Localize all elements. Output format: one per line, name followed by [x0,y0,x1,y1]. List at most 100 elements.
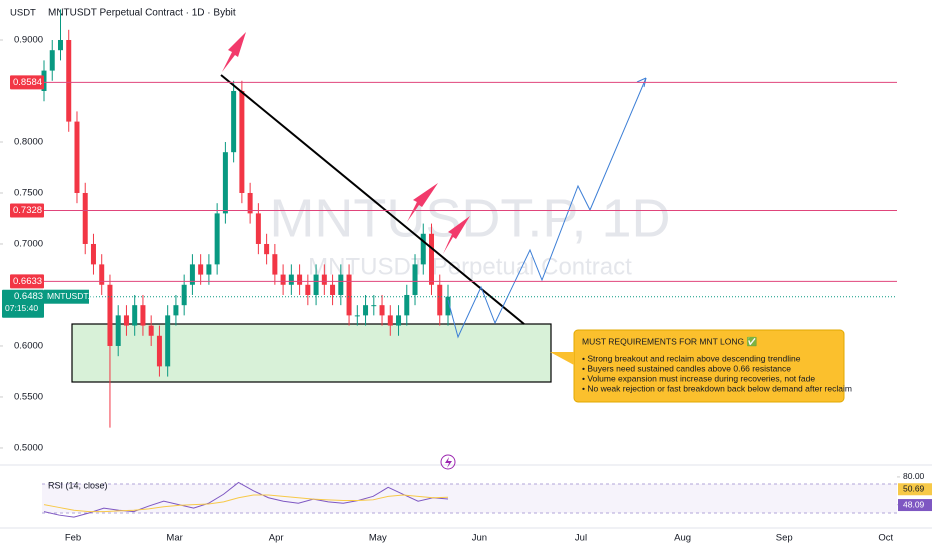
countdown: 07:15:40 [5,303,38,313]
candle-body [437,284,443,316]
level-tag [10,274,44,289]
arrow [222,32,246,72]
candle-body [264,243,270,255]
candle-body [404,294,410,316]
candle-body [74,121,80,193]
watermark: MNTUSDT.P, 1D [269,188,670,248]
candle-body [140,305,146,326]
rsi-line [43,481,449,518]
symbol-tag [44,289,89,304]
y-tick-label: 0.5000 [14,442,43,453]
candle-body [412,264,418,295]
candle-body [445,296,451,316]
arrow [443,216,470,254]
candle-body [90,243,96,265]
candle-body [420,233,426,265]
arrow [407,183,438,222]
note-box [573,329,845,403]
rsi-band [42,484,897,513]
candle-body [132,305,138,326]
candle-body [99,264,105,285]
candle-body [346,274,352,316]
candle-body [156,335,162,367]
candle-body [379,305,385,316]
y-tick-label: 0.7000 [14,238,43,249]
x-tick-label: Jun [472,533,487,544]
note: MUST REQUIREMENTS FOR MNT LONG ✅ • Stron… [550,329,852,403]
rsi-line [43,494,449,513]
candle-body [57,39,63,51]
note-title: MUST REQUIREMENTS FOR MNT LONG ✅ [582,336,758,346]
level-label: 0.7328 [13,205,42,216]
candle-body [189,264,195,285]
candle-body [82,192,88,244]
candle-body [66,39,72,122]
candle-body [338,274,344,295]
candle-body [123,315,129,326]
rsi-value-tag [898,499,932,512]
candle-body [305,284,311,295]
y-tick-label: 0.7500 [14,187,43,198]
event-icon [440,454,456,470]
candle-body [321,274,327,285]
candle-body [313,274,319,295]
candle-body [396,315,402,326]
y-tick-label: 0.8000 [14,137,43,148]
candle-body [231,90,237,153]
candle-body [363,305,369,316]
x-tick-label: May [369,533,387,544]
watermark-subtitle: MNTUSDT Perpetual Contract [308,253,632,280]
candle-body [280,274,286,285]
arrows [222,32,470,254]
rsi-value-tag [898,483,932,496]
candle-body [371,305,377,307]
candle-body [222,152,228,214]
x-tick-label: Jul [575,533,587,544]
candle-body [49,50,55,71]
x-tick-label: Aug [674,533,691,544]
rsi-title: RSI (14, close) [48,480,108,490]
candle-body [165,315,171,367]
y-tick-label: 0.9000 [14,35,43,46]
x-tick-label: Oct [878,533,893,544]
level-tag [10,203,44,218]
level-label: 0.6633 [13,276,42,287]
y-tick-label: 0.5500 [14,391,43,402]
symbol-label: MNTUSDT.P [47,291,96,301]
demand-zone [71,323,552,383]
last-price-label: 0.6483 [14,291,43,302]
candle-body [148,325,154,336]
note-bullet: • Strong breakout and reclaim above desc… [582,353,801,363]
last-price-tag [2,289,44,318]
note-bullet: • No weak rejection or fast breakdown ba… [582,383,852,393]
candle-body [354,315,360,317]
candle-body [297,274,303,285]
candle-body [255,213,261,244]
level-label: 0.8584 [13,77,42,88]
projection-path [447,77,647,339]
candle-body [198,264,204,275]
event-icon-bolt [445,457,452,468]
trendline [220,74,525,325]
x-tick-label: Sep [776,533,793,544]
candle-body [214,213,220,265]
level-tag [10,75,44,90]
rsi-value-label: 50.69 [903,484,925,494]
candle-body [239,90,245,193]
x-tick-label: Apr [269,533,284,544]
candle-body [429,233,435,285]
note-bullet: • Volume expansion must increase during … [582,373,815,383]
candle-body [107,284,113,346]
candle-body [288,274,294,285]
candle-body [272,254,278,275]
candle-body [115,315,121,346]
candle-body [247,192,253,214]
x-tick-label: Mar [166,533,182,544]
candle-body [387,315,393,326]
chart-title: MNTUSDT Perpetual Contract · 1D · Bybit [48,8,236,19]
rsi-tick-label: 80.00 [903,471,925,481]
currency-label: USDT [10,8,36,19]
candle-body [173,305,179,316]
